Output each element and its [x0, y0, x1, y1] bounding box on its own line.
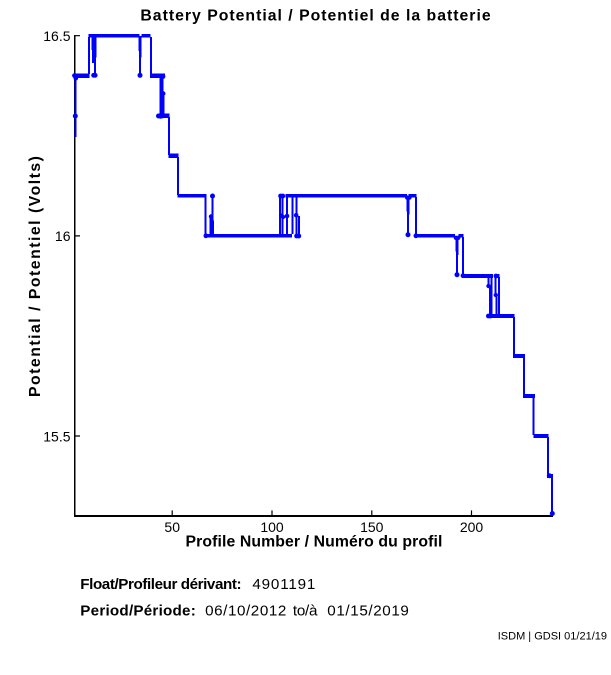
svg-text:Battery Potential / Potentiel: Battery Potential / Potentiel de la batt… [140, 8, 491, 25]
svg-text:50: 50 [164, 519, 180, 535]
svg-text:Potential / Potentiel (Volts): Potential / Potentiel (Volts) [27, 155, 44, 397]
svg-text:Float/Profileur dérivant: 4901: Float/Profileur dérivant: 4901191 [80, 576, 316, 593]
svg-text:ISDM | GDSI 01/21/19: ISDM | GDSI 01/21/19 [498, 630, 607, 642]
svg-text:100: 100 [260, 519, 284, 535]
svg-text:Period/Période: 06/10/2012 to/: Period/Période: 06/10/2012 to/à 01/15/20… [80, 602, 409, 619]
svg-text:16.5: 16.5 [43, 28, 70, 44]
svg-text:200: 200 [460, 519, 484, 535]
svg-text:16: 16 [55, 228, 71, 244]
svg-text:Profile Number / Numéro du pro: Profile Number / Numéro du profil [186, 534, 443, 551]
svg-text:150: 150 [360, 519, 384, 535]
svg-text:15.5: 15.5 [43, 428, 70, 444]
